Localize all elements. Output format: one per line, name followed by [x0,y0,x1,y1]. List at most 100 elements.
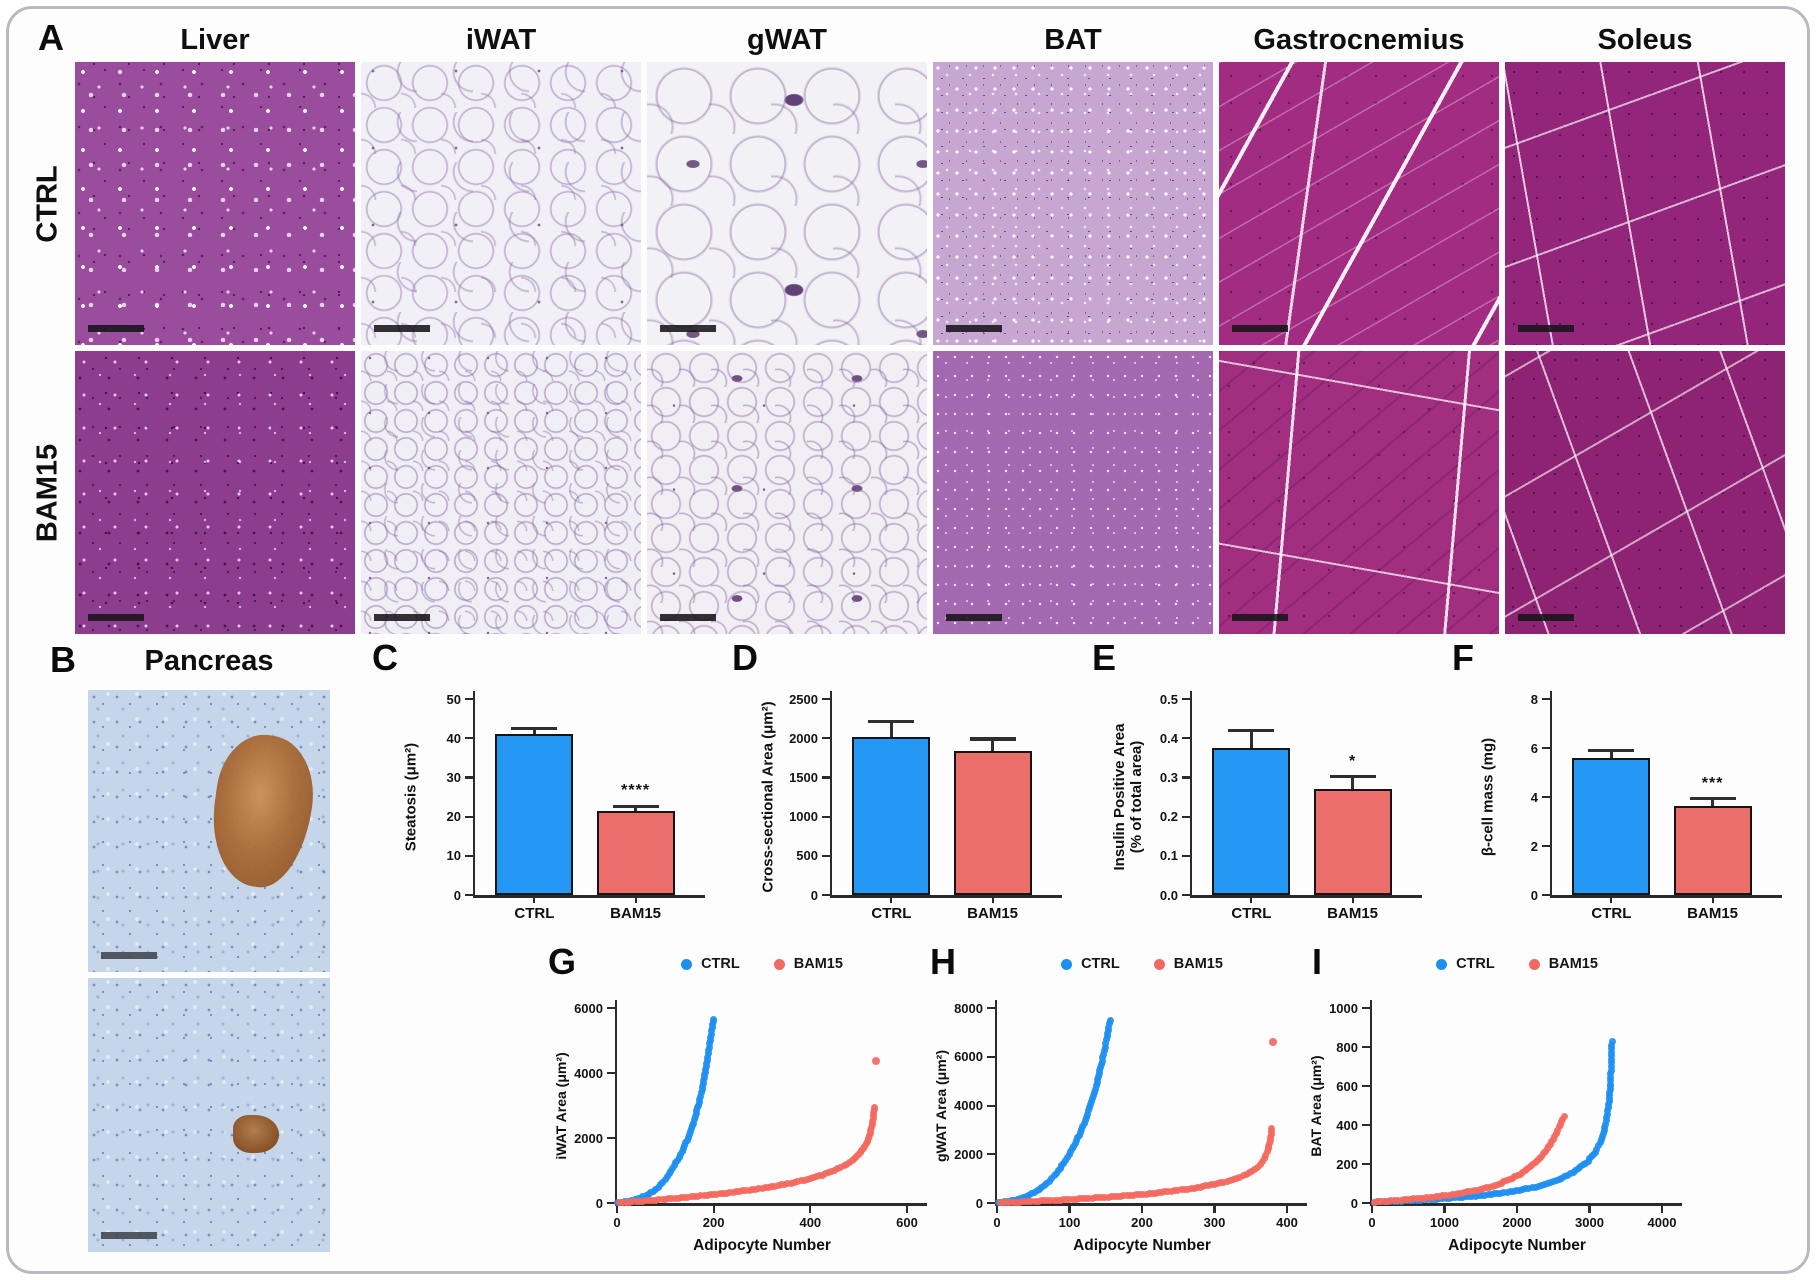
histology-soleus-bam15 [1505,351,1785,634]
x-tick-label: 0 [613,1215,621,1230]
x-tick-label: 1000 [1430,1215,1459,1230]
x-tick-label: 200 [702,1215,725,1230]
pancreas-bam15-image [88,978,330,1252]
x-tick-mark [1660,1205,1664,1213]
legend-label-ctrl: CTRL [1456,956,1495,972]
x-tick-mark [809,1205,812,1213]
panel-d-label: D [732,637,758,678]
y-tick-label: 2000 [574,1130,603,1146]
y-axis-title: Cross-sectional Area (μm²) [759,701,777,893]
y-tick-label: 0.3 [1159,769,1178,785]
x-tick-label: 200 [1131,1215,1153,1230]
significance-bam15: **** [621,782,651,800]
x-axis-line [614,1203,927,1206]
x-tick-label: 2000 [1502,1215,1532,1230]
y-tick-mark [607,1072,615,1075]
x-axis-line [1549,895,1782,898]
y-tick-mark [1542,845,1550,848]
y-tick-label: 8 [1530,691,1538,707]
category-tick [634,897,637,903]
y-axis-line [1189,691,1192,895]
column-header-bat: BAT [1044,24,1102,56]
y-axis-line [829,691,832,895]
chart-bat-area: CTRL BAM15 0 200 400 600 800 1000 0 1000 2000 3000 4… [1300,948,1682,1258]
y-axis-title: BAT Area (μm²) [1308,1054,1324,1157]
ctrl-legend-dot [681,958,693,970]
category-tick [991,897,994,903]
y-axis-title: β-cell mass (mg) [1479,737,1497,857]
x-tick-label: 3000 [1575,1215,1604,1230]
panel-i-label: I [1312,941,1323,982]
data-point-ctrl [1608,1048,1616,1056]
x-tick-mark [615,1205,619,1213]
scale-bar [1232,325,1288,332]
y-tick-label: 1000 [1329,1000,1358,1016]
y-axis-line [1369,1000,1372,1206]
significance-bam15: *** [1701,774,1724,792]
y-tick-label: 4000 [574,1065,603,1081]
scale-bar [1518,325,1574,332]
y-tick-mark [1182,854,1190,857]
scale-bar [1232,614,1288,621]
y-tick-label: 4000 [954,1098,983,1113]
panel-f-label: F [1452,637,1474,678]
legend: CTRL BAM15 [597,956,927,972]
x-tick-mark [1370,1205,1374,1213]
bam15-legend-dot [1153,958,1165,970]
error-bar-cap-ctrl [1588,748,1635,753]
error-bar-cap-bam15 [612,804,659,808]
y-axis-line [614,1000,617,1206]
legend-label-ctrl: CTRL [1081,956,1120,972]
y-tick-mark [1362,1046,1370,1049]
data-point-ctrl [1100,1047,1108,1055]
category-tick [1711,897,1714,903]
histology-gastrocnemius-bam15 [1219,351,1499,634]
y-tick-mark [987,1153,995,1156]
column-header-soleus: Soleus [1597,24,1693,56]
x-tick-label: 400 [799,1215,822,1230]
y-tick-label: 10 [446,848,461,864]
histology-gwat-bam15 [647,351,927,634]
data-point-ctrl [697,1092,705,1100]
pancreas-ctrl-image [88,690,330,972]
y-tick-label: 2500 [789,691,818,707]
scale-bar [101,1232,157,1239]
islet-bam15 [233,1115,280,1154]
data-point-ctrl [1607,1063,1615,1070]
error-bar-stem-bam15 [991,738,994,751]
legend-item-bam15: BAM15 [1153,956,1223,972]
data-point-ctrl [1607,1070,1615,1078]
data-point-bam15 [1554,1126,1562,1134]
y-axis-line [994,1000,997,1206]
x-axis-line [994,1203,1307,1206]
y-tick-label: 40 [446,730,461,746]
y-tick-mark [822,698,830,701]
legend-item-ctrl: CTRL [1061,956,1120,972]
ctrl-legend-dot [1061,958,1073,970]
scale-bar [660,614,716,621]
scale-bar [374,325,430,332]
x-tick-label: 300 [1203,1215,1226,1230]
y-tick-mark [465,737,473,740]
y-tick-label: 4 [1530,789,1538,805]
data-point-ctrl [638,1193,646,1201]
outlier-point-bam15 [1269,1038,1278,1047]
y-tick-label: 1000 [789,809,818,825]
category-label-ctrl: CTRL [871,905,912,922]
histology-iwat-bam15 [361,351,641,634]
error-bar-cap-bam15 [1689,797,1736,801]
legend-label-bam15: BAM15 [1173,956,1223,972]
y-tick-mark [1542,894,1550,897]
panel-h-label: H [930,941,956,982]
bar-ctrl [1572,757,1651,895]
x-axis-title: Adipocyte Number [1448,1237,1586,1254]
y-tick-label: 0 [595,1195,603,1211]
y-tick-label: 20 [446,809,461,825]
row-label-ctrl: CTRL [31,165,64,243]
histology-iwat-ctrl [361,62,641,345]
column-header-iwat: iWAT [465,24,537,56]
y-axis-title: Steatosis (μm²) [402,742,420,852]
data-point-ctrl [1084,1110,1092,1118]
data-point-ctrl [1100,1050,1108,1058]
y-tick-mark [465,815,473,818]
